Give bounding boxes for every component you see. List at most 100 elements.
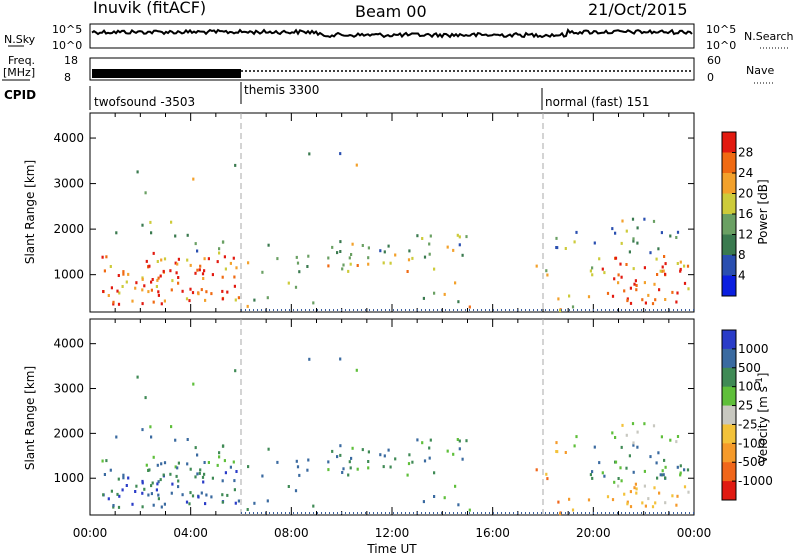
scatter-cell xyxy=(160,302,163,306)
scatter-cell xyxy=(229,261,232,265)
scatter-cell xyxy=(636,445,639,449)
scatter-cell xyxy=(606,291,610,295)
scatter-cell xyxy=(197,495,200,499)
scatter-cell xyxy=(458,447,461,451)
scatter-cell xyxy=(575,435,578,439)
scatter-cell xyxy=(675,236,678,239)
scatter-cell xyxy=(632,443,635,447)
scatter-cell xyxy=(216,260,219,264)
scatter-cell xyxy=(152,455,155,459)
scatter-cell xyxy=(141,302,144,306)
scatter-cell xyxy=(121,488,124,492)
scatter-cell xyxy=(621,423,624,427)
velocity-colorbar-label-main: Velocity [m s xyxy=(756,386,770,463)
scatter-cell xyxy=(661,265,664,269)
scatter-cell xyxy=(653,486,656,490)
scatter-cell xyxy=(116,289,119,293)
scatter-cell xyxy=(218,251,221,255)
scatter-cell xyxy=(117,505,121,509)
scatter-cell xyxy=(428,252,431,256)
colorbar-swatch xyxy=(722,424,736,444)
scatter-cell xyxy=(632,239,635,243)
scatter-cell xyxy=(117,477,120,481)
scatter-cell xyxy=(394,253,397,257)
scatter-cell xyxy=(150,492,153,496)
scatter-cell xyxy=(461,457,464,461)
colorbar-swatch xyxy=(722,255,736,276)
scatter-cell xyxy=(446,245,449,249)
power-panel-frame xyxy=(89,112,695,313)
scatter-cell xyxy=(218,451,221,455)
scatter-cell xyxy=(591,273,594,277)
scatter-cell xyxy=(535,468,538,472)
scatter-cell xyxy=(150,288,153,292)
scatter-cell xyxy=(611,498,615,502)
date-title: 21/Oct/2015 xyxy=(588,0,688,19)
scatter-cell xyxy=(454,281,457,285)
scatter-cell xyxy=(669,234,672,238)
scatter-cell xyxy=(664,501,667,505)
scatter-cell xyxy=(383,454,386,458)
scatter-cell xyxy=(237,296,240,300)
scatter-cell xyxy=(150,435,153,439)
scatter-cell xyxy=(276,460,279,464)
colorbar-tick-label: -500 xyxy=(738,455,765,469)
scatter-cell xyxy=(237,499,240,503)
scatter-cell xyxy=(632,237,635,241)
scatter-cell xyxy=(671,290,674,294)
scatter-cell xyxy=(267,243,270,247)
scatter-cell xyxy=(221,297,224,301)
scatter-cell xyxy=(458,243,461,247)
scatter-cell xyxy=(176,262,179,266)
scatter-cell xyxy=(226,290,229,294)
nave-tick-top: 60 xyxy=(707,54,721,67)
scatter-cell xyxy=(361,448,364,452)
scatter-cell xyxy=(127,272,130,276)
y-tick-label: 4000 xyxy=(53,131,84,145)
scatter-cell xyxy=(203,257,206,261)
scatter-cell xyxy=(191,494,195,498)
freq-tick-bottom: 8 xyxy=(64,71,71,84)
scatter-cell xyxy=(411,256,414,260)
scatter-cell xyxy=(125,484,128,487)
scatter-cell xyxy=(296,261,300,265)
scatter-cell xyxy=(422,296,425,300)
scatter-cell xyxy=(655,461,658,465)
scatter-cell xyxy=(643,266,646,270)
scatter-cell xyxy=(598,257,601,261)
velocity-axes: 1000 2000 3000 4000 xyxy=(53,319,695,515)
scatter-cell xyxy=(643,281,646,285)
scatter-cell xyxy=(587,295,591,299)
scatter-cell xyxy=(198,471,201,475)
scatter-cell xyxy=(452,452,455,456)
scatter-cell xyxy=(112,300,115,304)
scatter-cell xyxy=(159,274,162,278)
scatter-cell xyxy=(331,449,334,453)
scatter-cell xyxy=(651,302,655,306)
scatter-cell xyxy=(355,163,358,167)
scatter-cell xyxy=(347,473,350,477)
scatter-cell xyxy=(174,465,177,469)
colorbar-tick-label: 24 xyxy=(738,166,753,180)
scatter-cell xyxy=(170,425,173,429)
scatter-cell xyxy=(222,444,225,448)
velocity-colorbar-label-close: ] xyxy=(756,373,770,378)
scatter-cell xyxy=(266,499,269,503)
colorbar-swatch xyxy=(722,193,736,215)
scatter-cell xyxy=(559,309,562,313)
scatter-cell xyxy=(298,473,301,477)
scatter-cell xyxy=(629,286,632,290)
scatter-cell xyxy=(327,468,330,472)
scatter-cell xyxy=(306,265,309,268)
scatter-cell xyxy=(635,288,638,292)
scatter-cell xyxy=(676,262,679,265)
scatter-cell xyxy=(355,368,358,372)
scatter-cell xyxy=(163,461,167,465)
scatter-cell xyxy=(545,269,548,273)
scatter-cell xyxy=(428,446,431,450)
scatter-cell xyxy=(649,455,652,459)
scatter-cell xyxy=(663,255,666,258)
velocity-cells xyxy=(101,357,690,516)
scatter-cell xyxy=(211,476,214,480)
colorbar-tick-label: 16 xyxy=(738,207,753,221)
